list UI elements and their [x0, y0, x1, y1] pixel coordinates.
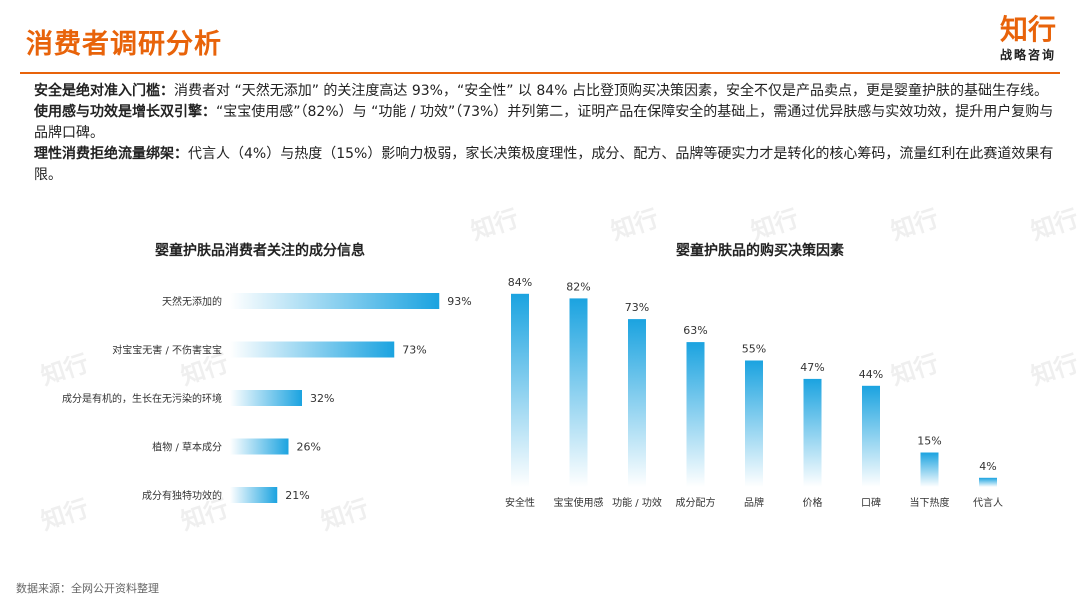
data-label: 26%	[297, 441, 321, 454]
bar	[862, 385, 880, 487]
category-label: 口碑	[861, 496, 881, 509]
category-label: 成分是有机的，生长在无污染的环境	[62, 392, 222, 405]
brand-logo: 知行 战略咨询	[1000, 14, 1056, 63]
summary-lead: 理性消费拒绝流量绑架：	[34, 146, 188, 162]
bar	[511, 293, 529, 487]
bar	[230, 487, 278, 503]
summary-point-3: 理性消费拒绝流量绑架：代言人（4%）与热度（15%）影响力极弱，家长决策极度理性…	[34, 144, 1054, 186]
summary-lead: 安全是绝对准入门槛：	[34, 83, 174, 99]
data-label: 32%	[310, 392, 334, 405]
bar	[230, 390, 302, 406]
data-label: 4%	[979, 460, 996, 473]
bar	[230, 293, 440, 309]
data-label: 73%	[625, 301, 649, 314]
logo-sub-text: 战略咨询	[999, 48, 1056, 62]
bar	[803, 378, 822, 487]
category-label: 功能 / 功效	[612, 496, 662, 509]
data-label: 93%	[447, 295, 471, 308]
bar	[979, 477, 997, 487]
data-label: 55%	[742, 343, 766, 356]
data-source-note: 数据来源：全网公开资料整理	[16, 582, 159, 595]
category-label: 成分配方	[676, 496, 716, 509]
data-label: 84%	[508, 276, 532, 289]
header-divider	[20, 72, 1060, 74]
category-label: 天然无添加的	[162, 295, 222, 308]
data-label: 73%	[402, 344, 426, 357]
summary-text: 消费者对 “天然无添加” 的关注度高达 93%，“安全性” 以 84% 占比登顶…	[174, 83, 1048, 99]
left-bar-chart: 天然无添加的 93% 对宝宝无害 / 不伤害宝宝 73% 成分是有机的，生长在无污染的环…	[62, 293, 472, 503]
bar	[920, 452, 939, 487]
category-label: 成分有独特功效的	[142, 489, 222, 502]
data-label: 15%	[917, 435, 941, 448]
right-bar-chart: 84% 安全性 82% 宝宝使用感 73% 功能 / 功效 63% 成分配方 55% 品牌 47% 价…	[505, 276, 1003, 509]
data-label: 63%	[683, 324, 707, 337]
bar	[569, 298, 588, 487]
category-label: 安全性	[505, 496, 535, 509]
category-label: 宝宝使用感	[554, 496, 604, 509]
summary-text: 代言人（4%）与热度（15%）影响力极弱，家长决策极度理性，成分、配方、品牌等硬…	[34, 146, 1054, 183]
category-label: 植物 / 草本成分	[152, 441, 222, 454]
data-label: 21%	[285, 489, 309, 502]
summary-point-1: 安全是绝对准入门槛：消费者对 “天然无添加” 的关注度高达 93%，“安全性” …	[34, 81, 1054, 102]
data-label: 47%	[800, 361, 824, 374]
category-label: 对宝宝无害 / 不伤害宝宝	[112, 344, 222, 357]
category-label: 价格	[803, 496, 823, 509]
summary-point-2: 使用感与功效是增长双引擎：“宝宝使用感”（82%）与 “功能 / 功效”（73%…	[34, 102, 1054, 144]
bar	[745, 360, 763, 487]
category-label: 代言人	[973, 496, 1003, 509]
data-label: 44%	[859, 368, 883, 381]
left-chart-title: 婴童护肤品消费者关注的成分信息	[155, 243, 365, 259]
summary-block: 安全是绝对准入门槛：消费者对 “天然无添加” 的关注度高达 93%，“安全性” …	[34, 81, 1054, 186]
summary-text: “宝宝使用感”（82%）与 “功能 / 功效”（73%）并列第二，证明产品在保障…	[34, 104, 1054, 141]
logo-main-text: 知行	[999, 13, 1056, 46]
summary-lead: 使用感与功效是增长双引擎：	[34, 104, 216, 120]
category-label: 当下热度	[910, 496, 950, 509]
bar	[628, 319, 646, 487]
category-label: 品牌	[744, 496, 764, 509]
bar	[686, 342, 705, 487]
page-title: 消费者调研分析	[26, 29, 222, 60]
data-label: 82%	[566, 280, 590, 293]
bar	[230, 438, 289, 455]
right-chart-title: 婴童护肤品的购买决策因素	[676, 243, 844, 259]
bar	[230, 341, 395, 358]
